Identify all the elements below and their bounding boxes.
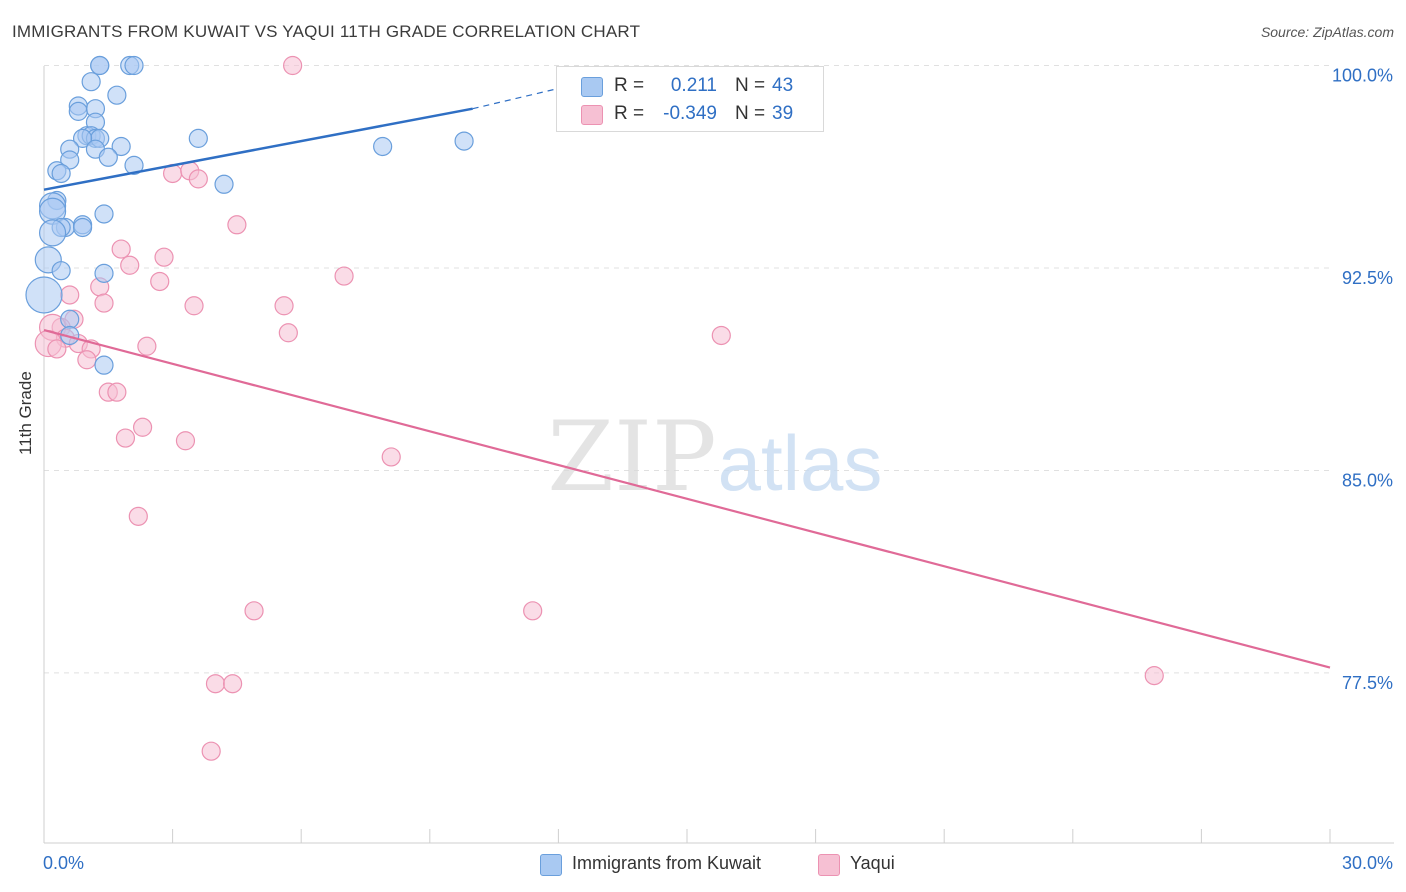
- yaqui-trend-line: [43, 329, 1331, 669]
- kuwait-point-23: [124, 155, 144, 175]
- legend-label-kuwait: Immigrants from Kuwait: [572, 853, 762, 873]
- yaqui-point-5: [111, 239, 131, 259]
- yaqui-point-9: [150, 271, 170, 292]
- kuwait-point-3: [124, 55, 144, 76]
- kuwait-point-1: [90, 55, 110, 76]
- n-value: 39: [772, 103, 794, 124]
- kuwait-point-21: [98, 147, 118, 167]
- kuwait-point-5: [107, 85, 127, 105]
- yaqui-point-7: [154, 247, 174, 267]
- n-label: N =: [735, 75, 766, 96]
- yaqui-legend-swatch: [818, 854, 840, 876]
- n-label: N =: [735, 103, 766, 124]
- stats-row-kuwait: R = 0.211 N = 43: [557, 72, 823, 100]
- yaqui-point-37: [205, 674, 226, 694]
- yaqui-point-28: [107, 382, 127, 402]
- axes: [43, 66, 1394, 844]
- kuwait-point-38: [94, 263, 114, 283]
- x-tick-label-min: 0.0%: [43, 853, 84, 873]
- n-value: 43: [772, 75, 794, 96]
- kuwait-swatch: [581, 77, 603, 97]
- yaqui-points: [34, 55, 1164, 761]
- y-tick-labels: 77.5% 85.0% 92.5% 100.0%: [1332, 65, 1393, 692]
- yaqui-point-36: [1144, 666, 1164, 686]
- kuwait-point-42: [94, 355, 114, 375]
- stats-row-yaqui: R = -0.349 N = 39: [557, 100, 823, 128]
- yaqui-point-26: [77, 350, 97, 370]
- kuwait-point-35: [38, 219, 67, 247]
- kuwait-point-17: [111, 136, 131, 157]
- kuwait-point-39: [25, 276, 63, 314]
- r-value: -0.349: [663, 103, 717, 124]
- y-tick-label-0: 77.5%: [1342, 673, 1393, 693]
- kuwait-point-20: [454, 131, 474, 151]
- kuwait-point-26: [214, 174, 234, 194]
- kuwait-points: [25, 55, 474, 375]
- yaqui-point-13: [184, 296, 204, 316]
- watermark-zip: ZIP: [547, 401, 716, 513]
- yaqui-point-0: [283, 55, 303, 76]
- r-label: R =: [614, 103, 645, 124]
- legend-label-yaqui: Yaqui: [850, 853, 895, 873]
- kuwait-point-18: [188, 128, 208, 148]
- gridlines: [44, 64, 1330, 674]
- yaqui-point-18: [278, 323, 298, 343]
- chart-title: IMMIGRANTS FROM KUWAIT VS YAQUI 11TH GRA…: [12, 22, 641, 41]
- yaqui-point-3: [188, 169, 208, 189]
- yaqui-swatch: [581, 105, 603, 125]
- yaqui-point-23: [137, 336, 157, 356]
- yaqui-point-4: [227, 215, 247, 235]
- kuwait-point-14: [72, 128, 93, 148]
- yaqui-point-30: [115, 428, 136, 448]
- yaqui-point-39: [201, 741, 221, 761]
- yaqui-point-34: [244, 601, 264, 621]
- source-label: Source: ZipAtlas.com: [1260, 24, 1394, 40]
- kuwait-point-29: [94, 204, 114, 224]
- kuwait-point-37: [51, 261, 71, 281]
- y-tick-label-2: 92.5%: [1342, 268, 1393, 288]
- yaqui-point-11: [60, 285, 80, 305]
- r-value: 0.211: [670, 75, 717, 96]
- watermark-atlas: atlas: [718, 419, 883, 507]
- r-label: R =: [614, 75, 645, 96]
- kuwait-point-34: [72, 217, 93, 238]
- y-tick-label-1: 85.0%: [1342, 470, 1393, 490]
- kuwait-point-40: [60, 309, 80, 329]
- kuwait-point-19: [373, 136, 393, 157]
- y-axis-title: 11th Grade: [16, 371, 35, 455]
- y-tick-label-3: 100.0%: [1332, 65, 1393, 85]
- yaqui-point-38: [223, 674, 243, 694]
- yaqui-point-24: [47, 339, 67, 359]
- kuwait-point-4: [81, 72, 101, 92]
- trend-lines: [43, 75, 1331, 669]
- yaqui-point-8: [334, 266, 354, 286]
- kuwait-point-7: [68, 101, 88, 121]
- yaqui-point-31: [175, 431, 196, 451]
- yaqui-point-14: [274, 296, 294, 316]
- kuwait-legend-swatch: [540, 854, 562, 876]
- yaqui-point-35: [523, 601, 543, 621]
- kuwait-point-25: [51, 163, 71, 184]
- kuwait-point-22: [60, 150, 80, 170]
- yaqui-point-33: [128, 506, 148, 526]
- kuwait-trend-extension: [472, 75, 610, 110]
- yaqui-point-6: [120, 255, 140, 275]
- yaqui-point-32: [381, 447, 401, 467]
- kuwait-trend-line: [43, 107, 473, 191]
- stats-legend: R = 0.211 N = 43 R = -0.349 N = 39: [556, 66, 824, 132]
- yaqui-point-12: [94, 293, 114, 313]
- x-tick-label-max: 30.0%: [1342, 853, 1393, 873]
- yaqui-point-29: [132, 417, 153, 437]
- yaqui-point-19: [711, 325, 731, 346]
